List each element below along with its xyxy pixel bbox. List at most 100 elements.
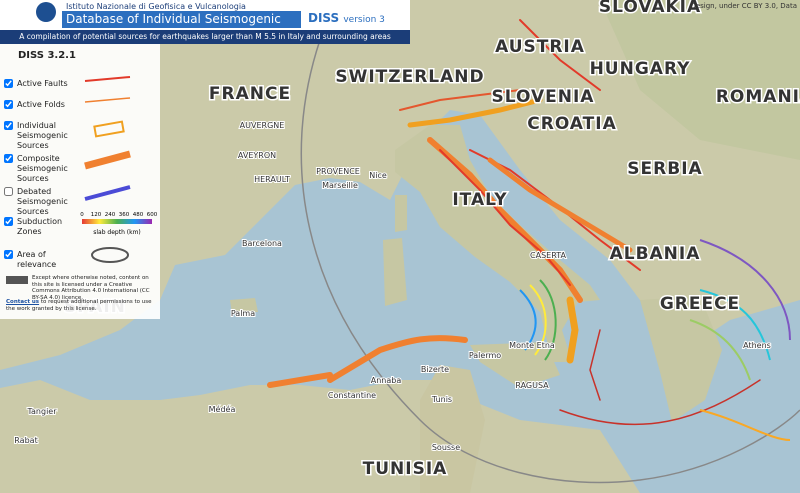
- slab-ticks: 0 120 240 360 480 600: [80, 212, 157, 218]
- logo: [36, 2, 56, 22]
- land-plain: [600, 0, 800, 160]
- place-label: Monte Etna: [509, 341, 555, 350]
- legend-label: Area of relevance: [17, 250, 57, 269]
- place-label: HERAULT: [254, 175, 290, 184]
- country-label: SWITZERLAND: [335, 67, 484, 87]
- layer-toggle[interactable]: [4, 250, 13, 259]
- contour: [539, 279, 557, 361]
- version: DISS version 3: [308, 11, 385, 25]
- version-name: DISS: [308, 11, 340, 25]
- legend-item: Composite Seismogenic Sources: [4, 154, 77, 184]
- place-label: RAGUSA: [515, 381, 549, 390]
- country-label: AUSTRIA: [495, 37, 585, 57]
- layer-toggle[interactable]: [4, 100, 13, 109]
- fault: [519, 19, 601, 91]
- slab-tick-label: 120: [91, 212, 102, 218]
- contour: [699, 409, 791, 441]
- place-label: Marseille: [322, 181, 358, 190]
- layer-toggle[interactable]: [4, 79, 13, 88]
- swatch-area: [91, 247, 129, 263]
- legend-label: Active Folds: [17, 100, 65, 109]
- place-label: Annaba: [371, 376, 402, 385]
- contour: [699, 289, 771, 361]
- fault: [589, 329, 601, 401]
- country-label: ALBANIA: [610, 244, 701, 264]
- legend-item: Active Faults: [4, 79, 77, 89]
- country-label: SLOVAKIA: [599, 0, 701, 17]
- swatch-debated: [84, 185, 131, 201]
- place-label: Sousse: [432, 443, 460, 452]
- fault: [439, 149, 571, 286]
- place-label: Bizerte: [421, 365, 449, 374]
- contact-link[interactable]: Contact us: [6, 299, 40, 305]
- slab-scale: [82, 219, 152, 224]
- layer-toggle[interactable]: [4, 121, 13, 130]
- corsica: [395, 195, 407, 232]
- layer-toggle[interactable]: [4, 154, 13, 163]
- license-text: Except where otherwise noted, content on…: [32, 275, 150, 301]
- slab-tick-label: 480: [133, 212, 144, 218]
- swatch-fault: [84, 76, 131, 82]
- place-label: Palermo: [469, 351, 501, 360]
- place-label: Tangier: [26, 407, 57, 416]
- composite-source: [566, 296, 579, 364]
- legend-label: Individual Seismogenic Sources: [17, 121, 68, 150]
- place-label: AVEYRON: [238, 151, 276, 160]
- balearics: [230, 298, 258, 314]
- slab-tick-label: 600: [147, 212, 158, 218]
- contour: [529, 284, 547, 356]
- country-label: GREECE: [660, 294, 740, 314]
- greece: [640, 296, 722, 422]
- place-label: Constantine: [328, 391, 376, 400]
- tunisia-land: [420, 365, 485, 493]
- header: Istituto Nazionale di Geofisica e Vulcan…: [0, 0, 410, 44]
- contour: [699, 239, 791, 341]
- sicily: [470, 342, 560, 388]
- place-label: Tunis: [431, 395, 452, 404]
- cc-badge: [6, 276, 28, 284]
- layer-toggle[interactable]: [4, 187, 13, 196]
- place-label: Rabat: [14, 436, 37, 445]
- legend-title: DISS 3.2.1: [18, 50, 76, 61]
- country-label: SLOVENIA: [492, 87, 595, 107]
- attribution: Design, under CC BY 3.0, Data: [690, 2, 797, 10]
- swatch-individual: [93, 120, 125, 138]
- layer-toggle[interactable]: [4, 217, 13, 226]
- slab-contours: [519, 239, 791, 441]
- subtitle: A compilation of potential sources for e…: [0, 30, 410, 44]
- place-label: Médéa: [209, 404, 236, 414]
- legend-label: Debated Seismogenic Sources: [17, 187, 68, 216]
- composite-source: [407, 97, 543, 128]
- legend-item: Individual Seismogenic Sources: [4, 121, 77, 151]
- place-label: PROVENCE: [316, 167, 360, 176]
- contour: [689, 319, 751, 381]
- italy: [395, 125, 600, 362]
- contact-text: to request additional permissions to use…: [6, 299, 152, 312]
- place-label: Barcelona: [242, 239, 282, 248]
- composite-source: [327, 335, 468, 383]
- slab-label: slab depth (km): [93, 229, 141, 236]
- composite-source: [267, 372, 333, 388]
- country-label: FRANCE: [209, 84, 291, 104]
- sardinia: [383, 238, 407, 306]
- composite-source: [427, 137, 583, 303]
- legend-label: Active Faults: [17, 79, 68, 88]
- legend-label: Subduction Zones: [17, 217, 63, 236]
- country-label: ROMANIA: [716, 87, 800, 107]
- area-of-relevance: [300, 39, 800, 484]
- place-label: Nice: [369, 171, 387, 180]
- slab-tick-label: 0: [80, 212, 84, 218]
- title: Database of Individual Seismogenic Sourc…: [62, 11, 301, 43]
- version-label: version 3: [343, 15, 385, 25]
- country-label: ITALY: [452, 190, 507, 210]
- place-label: CASERTA: [530, 251, 566, 260]
- institute: Istituto Nazionale di Geofisica e Vulcan…: [66, 2, 246, 11]
- place-label: Palma: [231, 309, 255, 318]
- legend-item: Debated Seismogenic Sources: [4, 187, 77, 217]
- fault: [399, 89, 521, 111]
- slab-tick-label: 360: [119, 212, 130, 218]
- slab-tick-label: 240: [105, 212, 116, 218]
